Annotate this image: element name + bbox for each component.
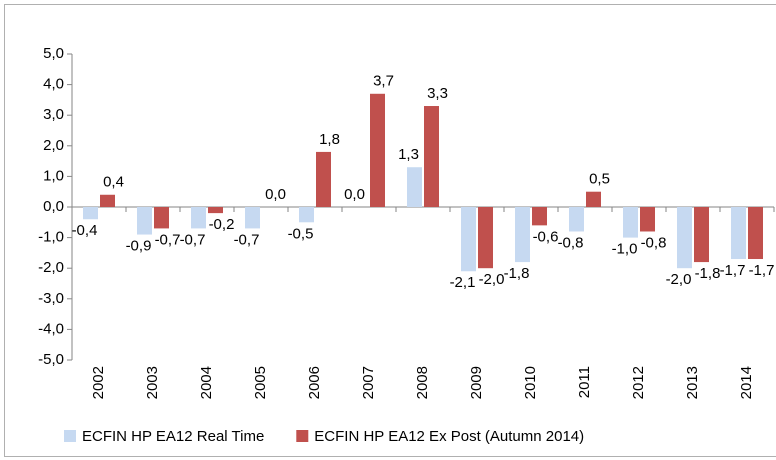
- y-tick-label: -5,0: [38, 351, 64, 368]
- bar: [154, 207, 169, 229]
- x-tick-label: 2009: [468, 366, 485, 399]
- x-tick-label: 2013: [684, 366, 701, 399]
- x-tick-label: 2006: [306, 366, 323, 399]
- y-tick-label: 0,0: [43, 198, 64, 215]
- data-label: 1,3: [398, 146, 419, 163]
- bar: [316, 151, 331, 207]
- data-label: -2,0: [666, 271, 692, 288]
- y-tick-label: 2,0: [43, 137, 64, 154]
- bar: [586, 191, 601, 207]
- data-label: -0,2: [209, 216, 235, 233]
- data-label: 0,0: [344, 186, 365, 203]
- data-label: -1,8: [695, 265, 721, 282]
- bar: [370, 93, 385, 207]
- bar: [424, 106, 439, 207]
- bar: [640, 207, 655, 232]
- bar: [191, 207, 206, 229]
- y-tick-label: 5,0: [43, 45, 64, 62]
- y-tick-label: 4,0: [43, 76, 64, 93]
- data-label: -0,7: [234, 231, 260, 248]
- data-label: -1,0: [612, 241, 638, 258]
- x-tick-label: 2014: [738, 366, 755, 399]
- y-tick-label: -3,0: [38, 290, 64, 307]
- bar: [299, 207, 314, 223]
- y-tick-label: -4,0: [38, 320, 64, 337]
- bar: [515, 207, 530, 263]
- bar: [731, 207, 746, 260]
- bar: [245, 207, 260, 229]
- bar: [623, 207, 638, 238]
- data-label: 3,3: [427, 85, 448, 102]
- data-label: 0,4: [103, 174, 124, 191]
- bar: [532, 207, 547, 226]
- x-tick-label: 2005: [252, 366, 269, 399]
- data-label: -0,4: [72, 222, 98, 239]
- bar: [407, 167, 422, 207]
- bar: [100, 194, 115, 207]
- bar: [569, 207, 584, 232]
- x-tick-label: 2002: [90, 366, 107, 399]
- y-tick-label: 1,0: [43, 167, 64, 184]
- data-label: 1,8: [319, 131, 340, 148]
- data-label: -0,7: [180, 231, 206, 248]
- bar: [478, 207, 493, 269]
- x-tick-label: 2010: [522, 366, 539, 399]
- legend-swatch: [64, 430, 76, 442]
- data-label: -0,8: [558, 234, 584, 251]
- data-label: -0,6: [533, 228, 559, 245]
- data-label: 0,5: [589, 171, 610, 188]
- bar: [677, 207, 692, 269]
- bar: [461, 207, 476, 272]
- legend-label: ECFIN HP EA12 Ex Post (Autumn 2014): [314, 428, 584, 445]
- data-label: -2,0: [479, 271, 505, 288]
- x-tick-label: 2007: [360, 366, 377, 399]
- bar: [83, 207, 98, 220]
- data-label: -0,5: [288, 225, 314, 242]
- legend-label: ECFIN HP EA12 Real Time: [82, 428, 264, 445]
- x-tick-label: 2004: [198, 366, 215, 399]
- x-tick-label: 2008: [414, 366, 431, 399]
- y-tick-label: -2,0: [38, 259, 64, 276]
- y-tick-label: -1,0: [38, 229, 64, 246]
- bar: [694, 207, 709, 263]
- bar: [208, 207, 223, 214]
- data-label: -0,8: [641, 234, 667, 251]
- data-label: -1,8: [504, 265, 530, 282]
- bar: [137, 207, 152, 235]
- data-label: 0,0: [265, 186, 286, 203]
- legend-swatch: [296, 430, 309, 442]
- data-label: -0,7: [155, 231, 181, 248]
- y-tick-label: 3,0: [43, 106, 64, 123]
- data-label: -2,1: [450, 274, 476, 291]
- data-label: 3,7: [373, 73, 394, 90]
- x-tick-label: 2012: [630, 366, 647, 399]
- x-tick-label: 2003: [144, 366, 161, 399]
- bar: [748, 207, 763, 260]
- x-tick-label: 2011: [576, 366, 593, 398]
- data-label: -1,7: [720, 262, 746, 279]
- data-label: -1,7: [749, 262, 775, 279]
- data-label: -0,9: [126, 238, 152, 255]
